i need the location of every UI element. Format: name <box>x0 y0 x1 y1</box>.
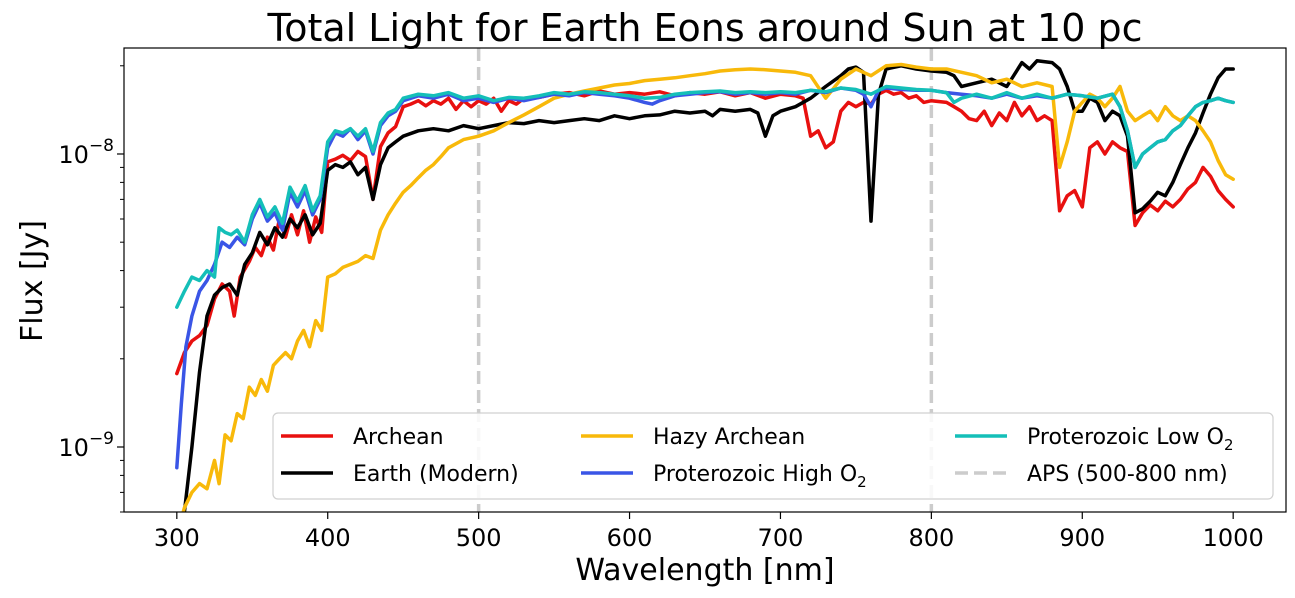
legend-label: Archean <box>353 425 444 450</box>
plot-frame <box>123 47 1287 513</box>
series-line-earth-modern- <box>182 59 1235 512</box>
legend-box <box>272 412 1274 500</box>
x-tick-label: 500 <box>456 524 502 552</box>
x-tick-label: 900 <box>1059 524 1105 552</box>
legend-label: Hazy Archean <box>653 425 805 450</box>
x-tick-label: 800 <box>908 524 954 552</box>
series-line-proterozoic-low-o- <box>175 84 1235 309</box>
legend-label: Proterozoic High O2 <box>653 462 867 491</box>
y-tick-label: 10−8 <box>58 136 114 169</box>
x-axis-label: Wavelength [nm] <box>575 553 834 588</box>
x-ticks: 300 400 500 600 700 800 900 1000 <box>154 512 1264 552</box>
x-tick-label: 600 <box>607 524 653 552</box>
legend-label: Earth (Modern) <box>353 462 519 487</box>
x-tick-label: 400 <box>305 524 351 552</box>
chart-title: Total Light for Earth Eons around Sun at… <box>266 6 1142 50</box>
y-ticks: 10−9 10−8 <box>58 65 124 513</box>
x-tick-label: 700 <box>758 524 804 552</box>
y-axis-label: Flux [Jy] <box>15 220 50 342</box>
series-group <box>175 59 1235 512</box>
x-tick-label: 300 <box>154 524 200 552</box>
legend: Archean Earth (Modern) Hazy Archean Protero… <box>272 412 1274 500</box>
series-line-proterozoic-high-o- <box>175 86 1235 470</box>
legend-label: Proterozoic Low O2 <box>1027 425 1233 454</box>
y-tick-label: 10−9 <box>58 429 114 462</box>
series-line-hazy-archean <box>181 62 1235 512</box>
x-tick-label: 1000 <box>1203 524 1264 552</box>
legend-label: APS (500-800 nm) <box>1027 462 1228 487</box>
